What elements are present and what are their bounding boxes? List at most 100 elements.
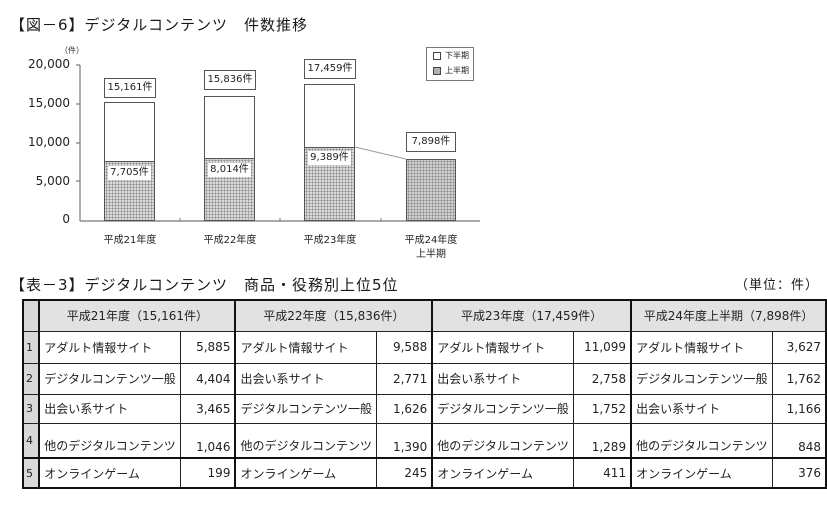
table-row: 1 アダルト情報サイト 5,885 アダルト情報サイト 9,588 アダルト情報… bbox=[21, 330, 827, 364]
x-label-text: 平成21年度 bbox=[103, 235, 157, 246]
item-label: 他のデジタルコンテンツ bbox=[431, 422, 574, 459]
rank-cell: 5 bbox=[21, 457, 41, 489]
table-row: 3 出会い系サイト 3,465 デジタルコンテンツ一般 1,626 デジタルコン… bbox=[21, 393, 827, 424]
item-label: 他のデジタルコンテンツ bbox=[38, 422, 181, 459]
bar-segment-second-half bbox=[204, 96, 255, 159]
item-value: 199 bbox=[179, 457, 237, 489]
item-label: オンラインゲーム bbox=[38, 457, 181, 489]
table-unit: （単位：件） bbox=[735, 278, 820, 293]
rank-cell: 4 bbox=[21, 422, 41, 459]
chart-legend: 下半期 上半期 bbox=[426, 47, 474, 81]
total-value-label: 7,898件 bbox=[406, 132, 456, 152]
item-label: オンラインゲーム bbox=[431, 457, 574, 489]
x-label-text: 平成24年度 bbox=[404, 235, 458, 246]
item-value: 11,099 bbox=[572, 330, 633, 364]
item-label: デジタルコンテンツ一般 bbox=[234, 393, 377, 424]
bar-segment-first-half: 8,014件 bbox=[204, 158, 255, 221]
rank-cell: 3 bbox=[21, 393, 41, 424]
bar-segment-second-half bbox=[104, 102, 155, 162]
table-title: 【表－3】デジタルコンテンツ 商品・役務別上位5位 bbox=[10, 276, 399, 294]
item-label: アダルト情報サイト bbox=[431, 330, 574, 364]
item-value: 376 bbox=[771, 457, 827, 489]
item-value: 1,390 bbox=[375, 422, 434, 459]
rank-cell: 2 bbox=[21, 362, 41, 395]
legend-item-second-half: 下半期 bbox=[427, 48, 473, 63]
legend-label: 上半期 bbox=[445, 66, 469, 75]
header-h21: 平成21年度（15,161件） bbox=[38, 299, 236, 332]
x-label-h23: 平成23年度 bbox=[280, 234, 380, 248]
x-label-text: 平成22年度 bbox=[203, 235, 257, 246]
item-value: 1,752 bbox=[572, 393, 633, 424]
white-swatch-icon bbox=[433, 51, 441, 60]
x-label-h24: 平成24年度 上半期 bbox=[381, 234, 481, 262]
bar-h21: 7,705件 bbox=[104, 102, 155, 221]
header-h24: 平成24年度上半期（7,898件） bbox=[630, 299, 827, 332]
first-half-value-label: 7,705件 bbox=[108, 166, 151, 180]
bar-segment-first-half: 7,705件 bbox=[104, 161, 155, 221]
total-value-label: 15,836件 bbox=[204, 70, 256, 90]
ranking-table: 平成21年度（15,161件） 平成22年度（15,836件） 平成23年度（1… bbox=[21, 299, 827, 489]
table-row: 2 デジタルコンテンツ一般 4,404 出会い系サイト 2,771 出会い系サイ… bbox=[21, 362, 827, 395]
bar-h22: 8,014件 bbox=[204, 96, 255, 221]
x-label-h21: 平成21年度 bbox=[80, 234, 180, 248]
item-label: 他のデジタルコンテンツ bbox=[234, 422, 377, 459]
y-tick-10000: 10,000 bbox=[28, 135, 70, 149]
y-axis-unit: （件） bbox=[60, 46, 84, 55]
total-value-label: 17,459件 bbox=[304, 59, 356, 79]
item-label: オンラインゲーム bbox=[234, 457, 377, 489]
item-value: 1,626 bbox=[375, 393, 434, 424]
item-label: アダルト情報サイト bbox=[630, 330, 773, 364]
item-value: 1,166 bbox=[771, 393, 827, 424]
bar-segment-second-half bbox=[304, 84, 355, 148]
item-value: 9,588 bbox=[375, 330, 434, 364]
dotted-swatch-icon bbox=[433, 66, 441, 75]
item-value: 4,404 bbox=[179, 362, 237, 395]
legend-label: 下半期 bbox=[445, 51, 469, 60]
item-value: 5,885 bbox=[179, 330, 237, 364]
table-row: 5 オンラインゲーム 199 オンラインゲーム 245 オンラインゲーム 411… bbox=[21, 457, 827, 489]
item-label: 出会い系サイト bbox=[431, 362, 574, 395]
bar-h24-first-half bbox=[406, 159, 456, 221]
legend-item-first-half: 上半期 bbox=[427, 63, 473, 78]
y-tick-20000: 20,000 bbox=[28, 57, 70, 71]
first-half-value-label: 8,014件 bbox=[208, 163, 251, 177]
item-label: 他のデジタルコンテンツ bbox=[630, 422, 773, 459]
item-value: 411 bbox=[572, 457, 633, 489]
item-label: デジタルコンテンツ一般 bbox=[431, 393, 574, 424]
y-tick-15000: 15,000 bbox=[28, 96, 70, 110]
header-h22: 平成22年度（15,836件） bbox=[234, 299, 433, 332]
item-label: アダルト情報サイト bbox=[38, 330, 181, 364]
first-half-value-label: 9,389件 bbox=[308, 151, 351, 165]
rank-cell: 1 bbox=[21, 330, 41, 364]
item-label: デジタルコンテンツ一般 bbox=[630, 362, 773, 395]
chart-axes bbox=[76, 64, 480, 222]
item-label: アダルト情報サイト bbox=[234, 330, 377, 364]
item-value: 245 bbox=[375, 457, 434, 489]
item-value: 3,465 bbox=[179, 393, 237, 424]
y-tick-0: 0 bbox=[62, 212, 70, 226]
figure-title: 【図－6】デジタルコンテンツ 件数推移 bbox=[10, 16, 308, 34]
item-label: 出会い系サイト bbox=[630, 393, 773, 424]
x-label-subtext: 上半期 bbox=[416, 249, 446, 260]
item-value: 1,289 bbox=[572, 422, 633, 459]
table-header-row: 平成21年度（15,161件） 平成22年度（15,836件） 平成23年度（1… bbox=[21, 299, 827, 332]
item-label: デジタルコンテンツ一般 bbox=[38, 362, 181, 395]
table-row: 4 他のデジタルコンテンツ 1,046 他のデジタルコンテンツ 1,390 他の… bbox=[21, 422, 827, 459]
item-label: オンラインゲーム bbox=[630, 457, 773, 489]
item-label: 出会い系サイト bbox=[38, 393, 181, 424]
item-value: 2,758 bbox=[572, 362, 633, 395]
bar-h23: 9,389件 bbox=[304, 84, 355, 221]
x-label-h22: 平成22年度 bbox=[180, 234, 280, 248]
x-label-text: 平成23年度 bbox=[303, 235, 357, 246]
item-value: 2,771 bbox=[375, 362, 434, 395]
item-value: 1,762 bbox=[771, 362, 827, 395]
item-value: 848 bbox=[771, 422, 827, 459]
header-h23: 平成23年度（17,459件） bbox=[431, 299, 632, 332]
item-label: 出会い系サイト bbox=[234, 362, 377, 395]
rank-header-cell bbox=[21, 299, 41, 332]
total-value-label: 15,161件 bbox=[104, 78, 156, 98]
bar-segment-first-half bbox=[406, 159, 456, 221]
item-value: 3,627 bbox=[771, 330, 827, 364]
item-value: 1,046 bbox=[179, 422, 237, 459]
bar-segment-first-half: 9,389件 bbox=[304, 147, 355, 221]
